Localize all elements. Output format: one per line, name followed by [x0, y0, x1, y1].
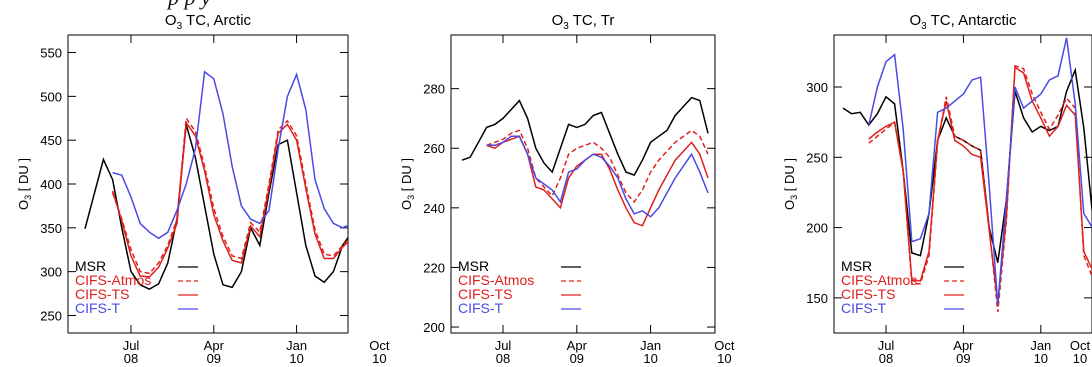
plot-frame: [450, 34, 716, 334]
y-axis-label: O3 [ DU ]: [782, 158, 799, 210]
legend-label: CIFS-T: [841, 300, 887, 316]
x-tick-label-month: Jul: [495, 338, 512, 353]
series-line-msr: [461, 96, 709, 177]
series-line-cifs-ts: [868, 65, 1092, 304]
legend-label: CIFS-Atmos: [75, 272, 151, 288]
x-tick-label-year: 08: [124, 351, 138, 366]
series-line-msr: [84, 124, 348, 291]
y-tick-label: 260: [423, 141, 445, 156]
chart-title: O3 TC, Antarctic: [910, 12, 1017, 32]
x-tick-label-year: 10: [1034, 351, 1048, 366]
x-tick-label-year: 08: [496, 351, 510, 366]
legend-label: CIFS-Atmos: [841, 272, 917, 288]
y-tick-label: 550: [40, 46, 62, 61]
chart-title: O3 TC, Arctic: [165, 12, 252, 32]
y-tick-label: 500: [40, 89, 62, 104]
page-caption: p p y: [168, 0, 211, 11]
x-tick-label-month: Jan: [640, 338, 661, 353]
legend-label: CIFS-Atmos: [458, 272, 534, 288]
x-tick-label-year: 10: [289, 351, 303, 366]
series-line-cifs-ts: [111, 120, 348, 278]
y-tick-label: 450: [40, 133, 62, 148]
chart-panel-3: O3 TC, Antarctic O3 [ DU ] 150 200 250 300 Jul…: [782, 12, 1092, 366]
legend-label: CIFS-T: [75, 300, 121, 316]
legend-label: MSR: [841, 258, 872, 274]
y-axis-label: O3 [ DU ]: [399, 158, 416, 210]
x-tick-label-month: Jan: [1030, 338, 1051, 353]
y-tick-label: 250: [806, 150, 828, 165]
y-axis-label: O3 [ DU ]: [16, 158, 33, 210]
series-line-cifs-atmos: [111, 116, 348, 275]
series-line-cifs-atmos: [486, 129, 709, 204]
y-tick-label: 400: [40, 177, 62, 192]
x-tick-label-month: Apr: [204, 338, 225, 353]
x-tick-label-month: Oct: [1070, 338, 1091, 353]
x-tick-label-year: 08: [879, 351, 893, 366]
x-tick-label-month: Oct: [714, 338, 735, 353]
series-line-msr: [842, 67, 1092, 263]
y-tick-label: 280: [423, 82, 445, 97]
x-tick-label-year: 10: [643, 351, 657, 366]
x-tick-label-year: 10: [372, 351, 386, 366]
legend-label: CIFS-TS: [75, 286, 129, 302]
x-tick-label-month: Apr: [953, 338, 974, 353]
x-tick-label-year: 09: [570, 351, 584, 366]
y-tick-label: 300: [806, 80, 828, 95]
y-tick-label: 220: [423, 260, 445, 275]
chart-panel-1: O3 TC, Arctic O3 [ DU ] 250 300 350 400 450 500…: [16, 12, 390, 366]
legend-label: CIFS-T: [458, 300, 504, 316]
y-tick-label: 150: [806, 291, 828, 306]
x-tick-label-year: 10: [1073, 351, 1087, 366]
x-tick-label-month: Jul: [123, 338, 140, 353]
y-tick-label: 240: [423, 201, 445, 216]
x-tick-label-month: Oct: [369, 338, 390, 353]
x-tick-label-month: Jul: [878, 338, 895, 353]
x-tick-label-month: Apr: [567, 338, 588, 353]
legend-label: MSR: [458, 258, 489, 274]
y-tick-label: 200: [423, 320, 445, 335]
y-tick-label: 250: [40, 308, 62, 323]
series-line-cifs-t: [868, 37, 1092, 305]
x-tick-label-year: 10: [717, 351, 731, 366]
legend-label: MSR: [75, 258, 106, 274]
series-line-cifs-ts: [486, 135, 709, 227]
chart-title: O3 TC, Tr: [552, 12, 615, 32]
legend-label: CIFS-TS: [841, 286, 895, 302]
x-tick-label-month: Jan: [286, 338, 307, 353]
legend-label: CIFS-TS: [458, 286, 512, 302]
y-tick-label: 350: [40, 221, 62, 236]
y-tick-label: 200: [806, 221, 828, 236]
x-tick-label-year: 09: [207, 351, 221, 366]
series-line-cifs-t: [486, 135, 709, 218]
x-tick-label-year: 09: [956, 351, 970, 366]
series-line-cifs-t: [112, 70, 348, 240]
y-tick-label: 300: [40, 265, 62, 280]
